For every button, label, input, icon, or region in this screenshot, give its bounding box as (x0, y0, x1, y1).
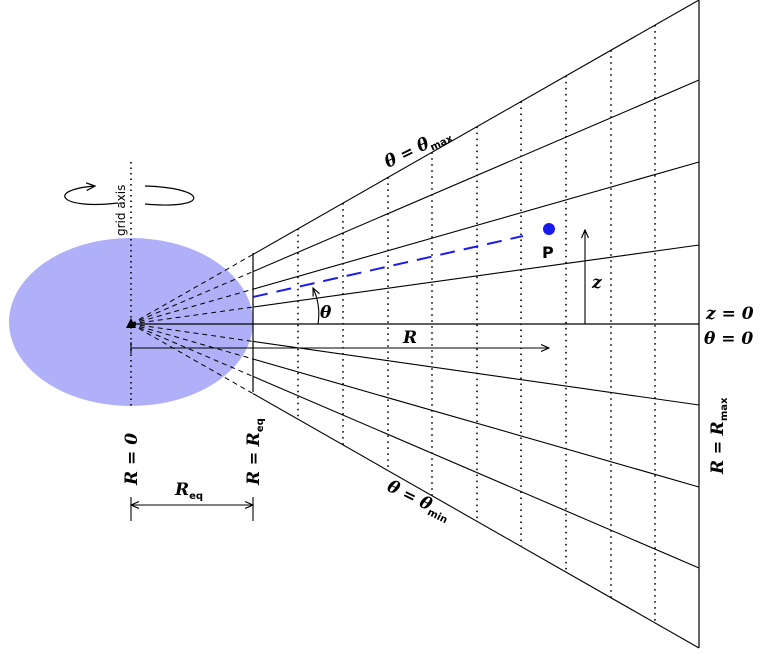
point-p-label: P (542, 243, 554, 262)
theta-zero-label: θ = 0 (704, 329, 753, 349)
r-max-label: R = Rmax (708, 397, 730, 475)
r-zero-label: R = 0 (122, 433, 142, 486)
r-eq-label: R = Req (244, 418, 266, 486)
origin-marker-icon (126, 318, 136, 328)
outer-grid-ray (252, 358, 700, 488)
inner-dashed-ray (130, 323, 254, 342)
outer-grid-ray (252, 161, 700, 290)
outer-grid-ray (252, 375, 700, 569)
inner-dashed-ray (130, 323, 254, 360)
theta-angle-label: θ (320, 303, 332, 323)
inner-dashed-ray (130, 271, 254, 325)
outer-grid-ray (252, 79, 700, 273)
inner-dashed-ray (130, 288, 254, 325)
point-p-dot (543, 223, 555, 235)
outer-grid-ray (252, 340, 700, 406)
z-label: z (591, 273, 602, 293)
grid-axis-label: grid axis (114, 185, 128, 236)
z-zero-label: z = 0 (705, 304, 754, 324)
outer-grid-ray (252, 393, 700, 649)
outer-grid-ray (252, 244, 700, 308)
inner-dashed-rays (130, 253, 254, 395)
theta-arc-arrow (313, 288, 319, 325)
inner-dashed-ray (130, 323, 254, 395)
outer-solid-rays (252, 0, 700, 649)
outer-grid-ray (252, 0, 700, 255)
r-eq-width-label: Req (174, 480, 203, 502)
theta-min-label: θ = θmin (383, 477, 454, 527)
point-p-ray (252, 235, 524, 298)
theta-max-label: θ = θmax (381, 123, 455, 174)
rotation-arrow-icon (64, 186, 195, 206)
inner-dashed-ray (130, 323, 254, 377)
inner-dashed-ray (130, 253, 254, 325)
r-label: R (402, 328, 417, 348)
inner-dashed-ray (130, 306, 254, 325)
